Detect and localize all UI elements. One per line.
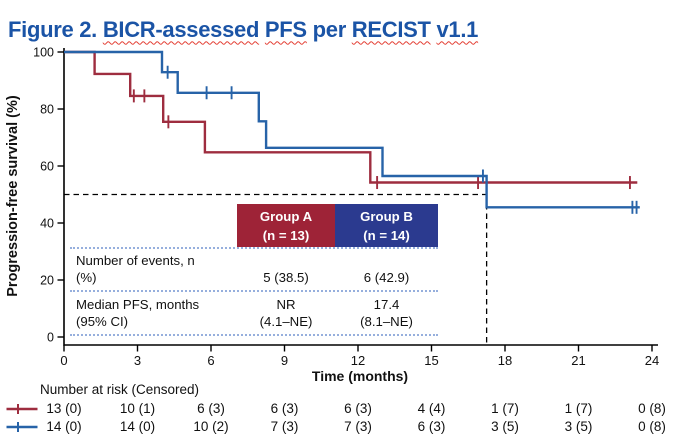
title-part: v1.1: [436, 16, 479, 42]
median-pfs-value-group-a: NR (4.1–NE): [237, 296, 335, 334]
median-b-ci: (8.1–NE): [360, 314, 413, 329]
group-b-name: Group B: [360, 208, 413, 224]
events-label-line2: (%): [76, 270, 97, 285]
risk-value: 0 (8): [638, 401, 666, 416]
x-tick-label: 15: [424, 353, 438, 368]
number-at-risk-header: Number at risk (Censored): [40, 382, 200, 397]
risk-value: 14 (0): [46, 419, 82, 434]
stats-header-row: Group A (n = 13) Group B (n = 14): [70, 204, 438, 247]
y-tick-label: 0: [47, 331, 54, 345]
events-value-group-a: 5 (38.5): [263, 270, 309, 285]
x-tick-label: 24: [645, 353, 659, 368]
risk-value: 13 (0): [46, 401, 82, 416]
x-tick-label: 12: [351, 353, 365, 368]
title-part: BICR-assessed: [102, 16, 260, 42]
group-a-name: Group A: [259, 208, 313, 224]
title-part: per: [306, 16, 352, 42]
events-label: Number of events, n (%): [70, 252, 237, 290]
risk-value: 14 (0): [119, 419, 156, 434]
risk-value: 7 (3): [270, 419, 299, 434]
title-part: Figure 2.: [8, 16, 103, 42]
events-label-line1: Number of events, n: [76, 253, 195, 268]
risk-value: 6 (3): [270, 401, 299, 416]
median-pfs-label-line2: (95% CI): [76, 314, 129, 329]
risk-value: 1 (7): [564, 401, 593, 416]
risk-value: 6 (3): [344, 401, 372, 416]
median-a-value: NR: [276, 297, 296, 312]
risk-value: 7 (3): [344, 419, 372, 434]
median-a-ci: (4.1–NE): [259, 314, 313, 329]
risk-row-group-b: 14 (0) 14 (0) 10 (2) 7 (3) 7 (3) 6 (3) 3 (5) 3 …: [0, 418, 679, 435]
km-line-sample-icon: [6, 422, 38, 432]
y-tick-label: 80: [40, 103, 54, 117]
risk-value: 10 (2): [193, 419, 229, 434]
title-part: RECIST: [351, 16, 431, 42]
km-curve-group-b: [64, 50, 640, 209]
y-tick-label: 100: [33, 46, 54, 60]
y-tick-label: 40: [40, 217, 54, 231]
x-tick-label: 0: [60, 353, 67, 368]
risk-value: 1 (7): [491, 401, 519, 416]
median-pfs-value-group-b: 17.4 (8.1–NE): [335, 296, 438, 334]
events-value-group-b: 6 (42.9): [363, 270, 410, 285]
stats-table: Group A (n = 13) Group B (n = 14) Number…: [70, 204, 438, 336]
risk-value: 6 (3): [197, 401, 225, 416]
risk-value: 3 (5): [491, 419, 519, 434]
median-pfs-row: Median PFS, months (95% CI) NR (4.1–NE) …: [70, 290, 438, 336]
km-curve-group-a: [64, 50, 638, 184]
group-a-n: (n = 13): [262, 227, 310, 243]
group-b-n: (n = 14): [363, 227, 410, 243]
x-tick-label: 9: [281, 353, 288, 368]
risk-value: 3 (5): [564, 419, 593, 434]
median-b-value: 17.4: [373, 297, 400, 312]
risk-value: 0 (8): [638, 419, 666, 434]
title-part: PFS: [264, 16, 307, 42]
x-tick-label: 21: [571, 353, 585, 368]
group-a-header: Group A (n = 13): [237, 204, 335, 247]
risk-value: 6 (3): [417, 419, 446, 434]
x-tick-label: 18: [498, 353, 512, 368]
median-pfs-label: Median PFS, months (95% CI): [70, 296, 237, 334]
x-tick-label: 6: [207, 353, 214, 368]
risk-value: 4 (4): [417, 401, 446, 416]
y-tick-label: 60: [40, 160, 54, 174]
km-line-sample-icon: [6, 404, 38, 414]
risk-row-group-a: 13 (0) 10 (1) 6 (3) 6 (3) 6 (3) 4 (4) 1 (7) 1 (…: [0, 400, 679, 417]
y-axis-label: Progression-free survival (%): [5, 95, 21, 297]
stats-corner-cell: [70, 204, 237, 247]
figure-title: Figure 2. BICR-assessed PFS per RECIST v…: [8, 17, 478, 43]
events-row: Number of events, n (%) 5 (38.5) 6 (42.9…: [70, 247, 438, 290]
risk-value: 10 (1): [119, 401, 156, 416]
y-tick-label: 20: [40, 274, 54, 288]
x-axis-label: Time (months): [312, 368, 408, 384]
median-pfs-label-line1: Median PFS, months: [76, 297, 200, 312]
group-b-header: Group B (n = 14): [335, 204, 438, 247]
x-tick-label: 3: [134, 353, 141, 368]
